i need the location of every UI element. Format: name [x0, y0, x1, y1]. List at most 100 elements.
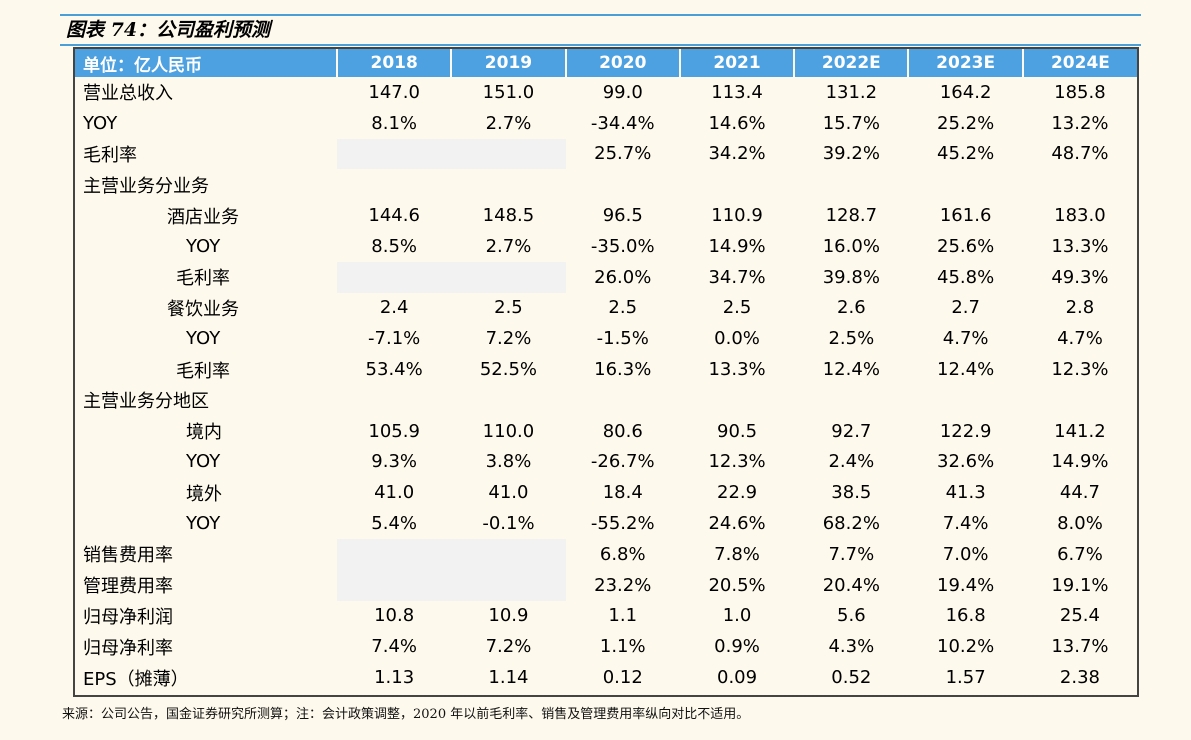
value-cell: 7.0% — [942, 543, 989, 565]
value-cell: 0.9% — [714, 636, 760, 658]
value-cell: 2.7 — [951, 297, 980, 319]
value-cell: 32.6% — [937, 451, 995, 473]
value-cell: 128.7 — [825, 205, 878, 227]
value-cell: 68.2% — [822, 513, 880, 535]
row-label: 境外 — [186, 483, 222, 505]
header-year-cell: 2023E — [908, 49, 1024, 77]
table-row: YOY 8.1% 2.7% -34.4% 14.6% 15.7% 25.2% 13.2% — [75, 108, 1137, 139]
value-cell — [337, 538, 452, 570]
value-cell — [337, 138, 452, 170]
value-cell: 9.3% — [371, 451, 418, 473]
value-cell: 7.4% — [371, 636, 418, 658]
value-cell: 6.7% — [1057, 543, 1103, 565]
table-body: 营业总收入 147.0 151.0 99.0 113.4 131.2 164.2 185.8 Y… — [75, 77, 1137, 693]
value-cell: 8.1% — [371, 112, 418, 134]
value-cell: 4.7% — [1057, 328, 1103, 350]
value-cell: 2.8 — [1065, 297, 1095, 319]
top-rule — [60, 14, 1141, 16]
table-row: 餐饮业务 2.4 2.5 2.5 2.5 2.6 2.7 2.8 — [75, 293, 1137, 324]
table-row: 境内 105.9 110.0 80.6 90.5 92.7 122.9 141.2 — [75, 416, 1137, 447]
value-cell: 1.57 — [945, 667, 986, 689]
value-cell: 2.5 — [494, 297, 523, 319]
value-cell — [680, 169, 794, 200]
row-label: YOY — [186, 513, 221, 535]
value-cell: 12.3% — [708, 451, 766, 473]
value-cell: 183.0 — [1054, 205, 1106, 227]
header-unit-cell: 单位：亿人民币 — [75, 49, 338, 77]
table-row: 销售费用率 6.8% 7.8% 7.7% 7.0% 6.7% — [75, 538, 1137, 570]
row-label: YOY — [83, 112, 118, 134]
value-cell: 151.0 — [482, 81, 535, 103]
value-cell — [451, 138, 566, 170]
value-cell: 16.8 — [945, 605, 986, 627]
value-cell: 90.5 — [717, 420, 758, 442]
value-cell: 113.4 — [711, 81, 763, 103]
value-cell: 131.2 — [825, 81, 878, 103]
value-cell: 3.8% — [485, 451, 532, 473]
figure-title: 图表 74：公司盈利预测 — [66, 19, 271, 41]
value-cell: 20.4% — [822, 574, 880, 596]
value-cell: 25.7% — [594, 143, 652, 165]
value-cell: 10.8 — [374, 605, 415, 627]
value-cell: 34.7% — [708, 266, 766, 288]
row-label: 境内 — [186, 422, 222, 444]
table-frame — [73, 47, 1139, 697]
value-cell: 2.7% — [485, 112, 532, 134]
value-cell: 1.13 — [374, 667, 415, 689]
value-cell: 41.3 — [945, 482, 986, 504]
value-cell: 19.4% — [937, 574, 995, 596]
value-cell: 7.2% — [485, 636, 532, 658]
value-cell: 8.5% — [371, 235, 418, 257]
table-row: 毛利率 53.4% 52.5% 16.3% 13.3% 12.4% 12.4% 12.3% — [75, 354, 1137, 385]
value-cell: 5.4% — [371, 513, 418, 535]
value-cell: -7.1% — [368, 328, 421, 350]
value-cell: 10.9 — [488, 605, 529, 627]
value-cell: 20.5% — [708, 574, 766, 596]
value-cell: 25.2% — [937, 112, 995, 134]
header-year-cell: 2024E — [1022, 49, 1138, 77]
title-rule — [60, 44, 1141, 46]
value-cell: 7.4% — [942, 513, 989, 535]
value-cell: 2.5 — [722, 297, 752, 319]
header-year-cell: 2022E — [794, 49, 910, 77]
value-cell: 4.3% — [828, 636, 875, 658]
value-cell: 6.8% — [599, 543, 646, 565]
row-label: EPS（摊薄） — [83, 668, 189, 690]
value-cell: 8.0% — [1057, 513, 1103, 535]
value-cell: 92.7 — [831, 420, 872, 442]
value-cell: 39.8% — [822, 266, 880, 288]
value-cell: 110.9 — [711, 205, 763, 227]
value-cell: 13.7% — [1051, 636, 1109, 658]
header-year-cell: 2018 — [337, 49, 453, 77]
value-cell: 25.6% — [937, 235, 995, 257]
value-cell: 0.09 — [717, 667, 758, 689]
row-label: 销售费用率 — [83, 545, 173, 567]
row-label: 餐饮业务 — [167, 298, 239, 320]
value-cell — [908, 169, 1022, 200]
value-cell: 16.3% — [594, 359, 652, 381]
value-cell: 23.2% — [594, 574, 652, 596]
value-cell: 24.6% — [708, 513, 766, 535]
value-cell: 110.0 — [482, 420, 535, 442]
value-cell: 53.4% — [365, 359, 423, 381]
value-cell — [1023, 169, 1137, 200]
value-cell — [451, 261, 566, 293]
value-cell: 1.1 — [608, 605, 638, 627]
value-cell — [566, 169, 680, 200]
value-cell: 2.6 — [837, 297, 866, 319]
table-row: YOY -7.1% 7.2% -1.5% 0.0% 2.5% 4.7% 4.7% — [75, 323, 1137, 354]
value-cell: 80.6 — [602, 420, 643, 442]
value-cell: 99.0 — [602, 81, 643, 103]
value-cell: 0.0% — [714, 328, 760, 350]
value-cell: 122.9 — [939, 420, 992, 442]
header-year-cell: 2020 — [565, 49, 681, 77]
value-cell: 41.0 — [374, 482, 415, 504]
table-row: 营业总收入 147.0 151.0 99.0 113.4 131.2 164.2 185.8 — [75, 77, 1137, 108]
source-footnote: 来源：公司公告，国金证券研究所测算；注：会计政策调整，2020 年以前毛利率、销… — [62, 707, 750, 722]
value-cell: 16.0% — [822, 235, 880, 257]
value-cell: 7.2% — [485, 328, 532, 350]
value-cell: 1.14 — [488, 667, 529, 689]
value-cell: 185.8 — [1054, 81, 1106, 103]
value-cell: 45.2% — [937, 143, 995, 165]
row-label: 毛利率 — [83, 144, 137, 166]
